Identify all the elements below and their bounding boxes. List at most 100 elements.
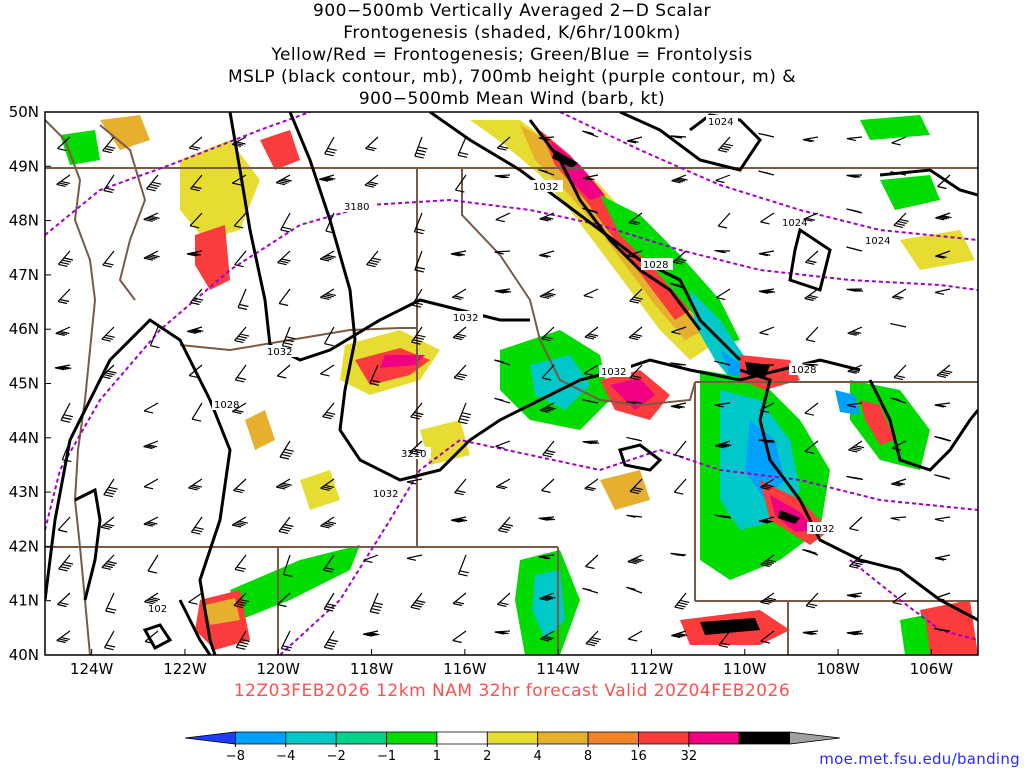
wind-barb bbox=[57, 516, 71, 533]
colorbar-swatch bbox=[285, 731, 337, 745]
wind-barb bbox=[714, 402, 731, 408]
wind-barb bbox=[366, 250, 382, 268]
shade-region bbox=[860, 400, 895, 445]
wind-barb bbox=[363, 554, 379, 563]
wind-barb bbox=[626, 136, 643, 144]
wind-barb bbox=[275, 174, 292, 186]
colorbar-swatch bbox=[386, 731, 438, 745]
wind-barb bbox=[410, 592, 426, 610]
mslp-contour-1032 bbox=[739, 368, 978, 622]
wind-barb bbox=[144, 630, 159, 645]
title-line-1: 900−500mb Vertically Averaged 2−D Scalar bbox=[313, 1, 711, 21]
shade-region bbox=[245, 410, 275, 450]
shade-region bbox=[195, 225, 230, 290]
wind-barb bbox=[144, 592, 161, 605]
shade-region bbox=[260, 130, 300, 170]
wind-barb bbox=[582, 587, 599, 594]
wind-barb bbox=[935, 212, 952, 221]
wind-barb bbox=[458, 554, 469, 577]
wind-barb bbox=[893, 212, 909, 228]
lon-tick-label: 106W bbox=[910, 660, 954, 678]
wind-barb bbox=[58, 554, 74, 572]
lat-tick-label: 42N bbox=[9, 537, 39, 555]
mslp-contour bbox=[178, 599, 212, 655]
wind-barb bbox=[102, 250, 115, 268]
wind-barb bbox=[457, 402, 472, 425]
colorbar-tick-label: 32 bbox=[681, 749, 698, 764]
wind-barb bbox=[406, 478, 423, 485]
wind-barb bbox=[414, 136, 428, 159]
wind-barb bbox=[629, 478, 643, 495]
wind-barb bbox=[319, 174, 336, 182]
wind-barb bbox=[452, 592, 467, 607]
colorbar: −8 −4 −2 −1 1 2 4 8 16 32 bbox=[184, 731, 841, 764]
wind-barb bbox=[539, 212, 555, 222]
wind-barb bbox=[188, 136, 203, 151]
colorbar-tick-label: −4 bbox=[276, 749, 295, 764]
wind-barb bbox=[846, 630, 864, 636]
wind-barb bbox=[714, 360, 731, 366]
wind-barb bbox=[494, 174, 511, 179]
wind-barb bbox=[802, 363, 819, 367]
contour-labels: 1024 1032 1024 1024 1028 1032 1032 1032 … bbox=[146, 115, 895, 615]
wind-barbs bbox=[54, 130, 953, 652]
wind-barb bbox=[759, 478, 775, 490]
wind-barb bbox=[451, 288, 467, 300]
wind-barb bbox=[627, 250, 643, 259]
wind-barb bbox=[188, 478, 203, 491]
wind-barb bbox=[805, 592, 819, 609]
colorbar-tick-label: 4 bbox=[534, 749, 542, 764]
mslp-label: 102 bbox=[148, 604, 167, 615]
wind-barb bbox=[231, 402, 247, 415]
colorbar-swatch bbox=[335, 731, 387, 745]
wind-barb bbox=[847, 364, 863, 374]
wind-barb bbox=[320, 478, 335, 491]
wind-barb bbox=[495, 440, 511, 449]
wind-barb bbox=[190, 516, 204, 535]
mslp-label: 1032 bbox=[533, 182, 558, 193]
wind-barb bbox=[281, 326, 296, 349]
wind-barb bbox=[233, 478, 247, 494]
wind-barb bbox=[714, 514, 732, 519]
wind-barb bbox=[496, 592, 511, 607]
wind-barb bbox=[760, 630, 775, 644]
wind-barb bbox=[539, 630, 555, 642]
lat-tick-label: 44N bbox=[9, 429, 39, 447]
wind-barb bbox=[584, 326, 599, 340]
title-line-3: Yellow/Red = Frontogenesis; Green/Blue =… bbox=[271, 45, 753, 65]
wind-barb bbox=[848, 440, 865, 453]
lat-tick-label: 45N bbox=[9, 375, 39, 393]
wind-barb bbox=[319, 288, 337, 300]
shade-region bbox=[900, 615, 930, 655]
wind-barb bbox=[893, 364, 907, 381]
wind-barb bbox=[846, 592, 863, 598]
wind-barb bbox=[626, 436, 643, 442]
wind-barb bbox=[758, 439, 776, 443]
wind-barb bbox=[758, 170, 775, 176]
shade-region bbox=[552, 150, 578, 168]
wind-barb bbox=[934, 628, 951, 632]
wind-barb bbox=[847, 326, 863, 336]
wind-barb bbox=[282, 554, 293, 578]
lat-tick-label: 48N bbox=[9, 212, 39, 230]
wind-barb bbox=[369, 592, 384, 615]
wind-barb bbox=[453, 364, 468, 381]
puget-sound bbox=[99, 124, 147, 301]
wind-barb bbox=[101, 364, 117, 380]
colorbar-swatch bbox=[436, 731, 488, 745]
wind-barb bbox=[538, 169, 555, 176]
title-line-5: 900−500mb Mean Wind (barb, kt) bbox=[358, 89, 666, 109]
wind-barb bbox=[805, 326, 819, 343]
wind-barb bbox=[582, 174, 599, 181]
mslp-contour-1032 bbox=[429, 112, 742, 362]
wind-barb bbox=[934, 402, 951, 408]
colorbar-tick-label: −2 bbox=[327, 749, 346, 764]
wind-barb bbox=[278, 288, 291, 307]
wind-barb bbox=[804, 402, 819, 416]
state-border-idaho-montana bbox=[461, 168, 696, 407]
wind-barb bbox=[414, 250, 426, 273]
wind-barb bbox=[891, 288, 907, 300]
wind-barb bbox=[233, 592, 249, 609]
colorbar-swatch bbox=[184, 731, 236, 745]
wind-barb bbox=[452, 326, 467, 341]
